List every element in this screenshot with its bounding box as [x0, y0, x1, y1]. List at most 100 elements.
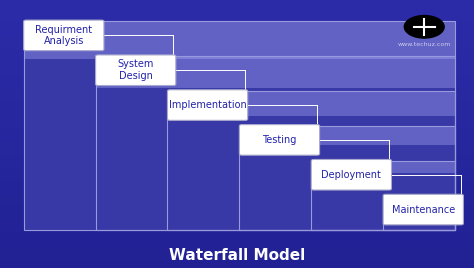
FancyBboxPatch shape — [96, 55, 176, 85]
Bar — [0, 23, 474, 24]
Bar — [0, 123, 474, 125]
Bar — [0, 25, 474, 27]
Bar — [239, 126, 455, 230]
Bar — [0, 176, 474, 177]
Bar — [96, 56, 455, 230]
Bar — [0, 121, 474, 122]
Bar — [0, 96, 474, 98]
Bar — [0, 184, 474, 185]
Bar — [0, 35, 474, 36]
Text: Waterfall Model: Waterfall Model — [169, 248, 305, 263]
Bar — [0, 44, 474, 46]
Bar — [0, 153, 474, 154]
Bar — [0, 52, 474, 54]
Bar — [0, 95, 474, 96]
Bar — [0, 154, 474, 155]
Bar — [0, 71, 474, 72]
Bar — [0, 142, 474, 143]
Bar — [167, 91, 455, 230]
Bar — [0, 82, 474, 83]
Circle shape — [404, 16, 444, 38]
Bar — [311, 161, 455, 230]
Bar — [0, 133, 474, 134]
Bar — [0, 110, 474, 111]
Bar — [0, 16, 474, 17]
Bar — [0, 42, 474, 43]
Bar — [0, 210, 474, 212]
Bar — [24, 21, 455, 230]
FancyBboxPatch shape — [311, 159, 392, 190]
Bar — [0, 129, 474, 130]
Bar — [0, 60, 474, 62]
Bar — [0, 212, 474, 213]
Bar — [0, 56, 474, 58]
Bar — [0, 134, 474, 135]
Bar — [0, 94, 474, 95]
Bar — [383, 196, 455, 230]
Bar — [0, 193, 474, 194]
Bar — [0, 138, 474, 139]
Bar — [0, 76, 474, 78]
Bar — [0, 165, 474, 166]
Bar — [0, 209, 474, 210]
Bar — [239, 126, 455, 230]
Bar — [0, 74, 474, 75]
Text: Deployment: Deployment — [321, 170, 381, 180]
Bar — [0, 24, 474, 25]
Bar — [0, 34, 474, 35]
Bar — [0, 192, 474, 193]
Bar — [0, 202, 474, 204]
Bar — [0, 32, 474, 34]
Bar — [0, 11, 474, 12]
Bar — [0, 137, 474, 138]
Bar — [0, 100, 474, 102]
Bar — [0, 243, 474, 244]
Bar — [0, 147, 474, 149]
Bar — [383, 196, 455, 202]
Bar — [0, 86, 474, 87]
Bar — [0, 51, 474, 52]
Bar — [0, 119, 474, 121]
Bar — [0, 263, 474, 264]
Bar — [0, 236, 474, 237]
Bar — [0, 72, 474, 74]
Bar — [0, 113, 474, 114]
Bar — [0, 125, 474, 126]
Bar — [0, 257, 474, 259]
Text: System
Design: System Design — [118, 59, 154, 81]
Bar — [0, 19, 474, 20]
Bar — [0, 126, 474, 127]
Bar — [0, 178, 474, 180]
Bar — [0, 70, 474, 71]
Bar — [0, 216, 474, 217]
Bar — [0, 105, 474, 106]
Bar — [0, 40, 474, 42]
Bar — [0, 91, 474, 92]
Bar — [0, 130, 474, 131]
Bar — [0, 205, 474, 206]
Bar — [0, 170, 474, 172]
Bar — [0, 255, 474, 256]
Bar — [0, 159, 474, 161]
Bar — [0, 28, 474, 29]
Bar — [311, 161, 455, 173]
Bar — [0, 118, 474, 119]
Bar — [0, 102, 474, 103]
Bar — [0, 38, 474, 39]
Bar — [0, 117, 474, 118]
Bar — [0, 66, 474, 67]
Bar — [0, 218, 474, 220]
Bar — [0, 161, 474, 162]
Bar — [0, 150, 474, 151]
Bar — [0, 12, 474, 13]
Bar — [0, 226, 474, 228]
Bar — [0, 244, 474, 245]
Bar — [24, 21, 455, 59]
Bar — [0, 27, 474, 28]
Bar — [0, 83, 474, 84]
Bar — [0, 168, 474, 169]
Bar — [0, 241, 474, 243]
Bar — [0, 198, 474, 200]
FancyBboxPatch shape — [167, 90, 248, 120]
Bar — [0, 1, 474, 3]
